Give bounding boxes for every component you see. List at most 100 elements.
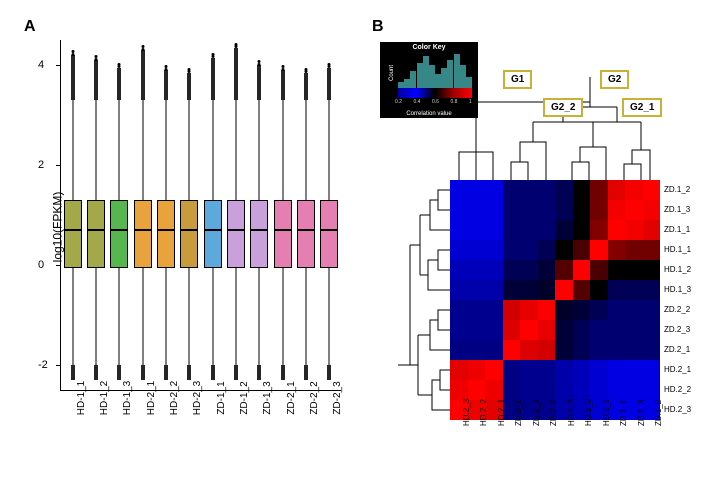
heatmap-cell	[555, 180, 573, 200]
heatmap-cell	[590, 240, 608, 260]
heatmap-cell	[503, 340, 521, 360]
heatmap-cell	[555, 260, 573, 280]
heatmap-cell	[608, 320, 626, 340]
cluster-label-G2: G2	[600, 70, 629, 89]
heatmap-cell	[555, 280, 573, 300]
heatmap-cell	[590, 200, 608, 220]
heatmap-cell	[555, 220, 573, 240]
heatmap-row-label: HD.2_1	[664, 365, 691, 374]
heatmap-cell	[450, 260, 468, 280]
heatmap-cell	[608, 220, 626, 240]
heatmap-cell	[608, 280, 626, 300]
heatmap-cell	[538, 260, 556, 280]
xtick-label: ZD-1_1	[216, 381, 227, 414]
heatmap-cell	[485, 240, 503, 260]
heatmap-cell	[608, 240, 626, 260]
heatmap-cell	[590, 360, 608, 380]
heatmap-cell	[573, 260, 591, 280]
heatmap-cell	[520, 200, 538, 220]
heatmap-cell	[625, 320, 643, 340]
ytick-label: -2	[38, 359, 48, 371]
xtick-label: HD-1_2	[99, 381, 110, 415]
boxplot-panel: log10(FPKM) -2024HD-1_1HD-1_2HD-1_3HD-2_…	[60, 40, 340, 450]
heatmap-col-label: ZD.1_1	[619, 400, 628, 426]
heatmap-cell	[590, 260, 608, 280]
heatmap-row-label: ZD.1_1	[664, 225, 690, 234]
heatmap-row-label: HD.2_3	[664, 405, 691, 414]
heatmap-row-label: ZD.1_2	[664, 185, 690, 194]
heatmap-cell	[573, 360, 591, 380]
ytick-label: 0	[38, 259, 44, 271]
heatmap-cell	[573, 220, 591, 240]
heatmap-cell	[608, 340, 626, 360]
heatmap-row-label: HD.1_2	[664, 265, 691, 274]
heatmap-cell	[520, 320, 538, 340]
heatmap-cell	[555, 360, 573, 380]
heatmap-row-label: ZD.2_3	[664, 325, 690, 334]
heatmap-cell	[468, 220, 486, 240]
xtick-label: HD-2_2	[169, 381, 180, 415]
heatmap-cell	[538, 320, 556, 340]
cluster-label-G1: G1	[503, 70, 532, 89]
heatmap-col-label: HD.1_1	[602, 399, 611, 426]
heatmap-col-label: ZD.1_2	[654, 400, 663, 426]
panel-a-label: A	[24, 18, 36, 36]
heatmap-cell	[590, 340, 608, 360]
heatmap-cell	[468, 340, 486, 360]
cluster-label-G2_2: G2_2	[543, 98, 583, 117]
heatmap-cell	[538, 200, 556, 220]
heatmap-cell	[590, 300, 608, 320]
heatmap-cell	[468, 360, 486, 380]
colorkey-tick: 0.6	[432, 99, 439, 105]
heatmap-cell	[590, 380, 608, 400]
heatmap-cell	[608, 180, 626, 200]
heatmap-cell	[503, 380, 521, 400]
heatmap-col-label: ZD.2_1	[514, 400, 523, 426]
heatmap-cell	[625, 260, 643, 280]
heatmap-cell	[485, 180, 503, 200]
panel-b-label: B	[372, 18, 384, 36]
heatmap-cell	[625, 240, 643, 260]
heatmap-cell	[625, 360, 643, 380]
heatmap-cell	[555, 200, 573, 220]
heatmap-cell	[625, 340, 643, 360]
heatmap-cell	[520, 380, 538, 400]
heatmap-row-label: HD.1_1	[664, 245, 691, 254]
heatmap-cell	[643, 220, 661, 240]
heatmap-cell	[450, 360, 468, 380]
heatmap-cell	[643, 280, 661, 300]
heatmap-cell	[520, 360, 538, 380]
heatmap-cell	[520, 280, 538, 300]
heatmap-cell	[468, 380, 486, 400]
xtick-label: HD-2_1	[146, 381, 157, 415]
heatmap-cell	[573, 340, 591, 360]
heatmap-cell	[485, 220, 503, 240]
heatmap-cell	[485, 340, 503, 360]
heatmap-col-label: HD.1_2	[584, 399, 593, 426]
heatmap-cell	[625, 200, 643, 220]
heatmap-cell	[450, 240, 468, 260]
heatmap-cell	[468, 300, 486, 320]
heatmap-cell	[590, 180, 608, 200]
heatmap-cell	[503, 220, 521, 240]
heatmap-cell	[450, 300, 468, 320]
row-dendrogram	[388, 180, 450, 420]
heatmap-cell	[590, 280, 608, 300]
heatmap-cell	[503, 200, 521, 220]
heatmap-cell	[625, 280, 643, 300]
heatmap-cell	[450, 200, 468, 220]
heatmap-cell	[485, 320, 503, 340]
heatmap-cell	[643, 320, 661, 340]
heatmap-cell	[643, 340, 661, 360]
heatmap-row-label: ZD.2_2	[664, 305, 690, 314]
heatmap-cell	[538, 380, 556, 400]
heatmap-row-label: ZD.1_3	[664, 205, 690, 214]
heatmap-cell	[485, 360, 503, 380]
heatmap-cell	[573, 320, 591, 340]
heatmap-row-label: HD.2_2	[664, 385, 691, 394]
heatmap-cell	[503, 320, 521, 340]
heatmap-cell	[573, 240, 591, 260]
heatmap-cell	[520, 240, 538, 260]
heatmap-col-label: ZD.2_2	[549, 400, 558, 426]
heatmap-cell	[625, 300, 643, 320]
